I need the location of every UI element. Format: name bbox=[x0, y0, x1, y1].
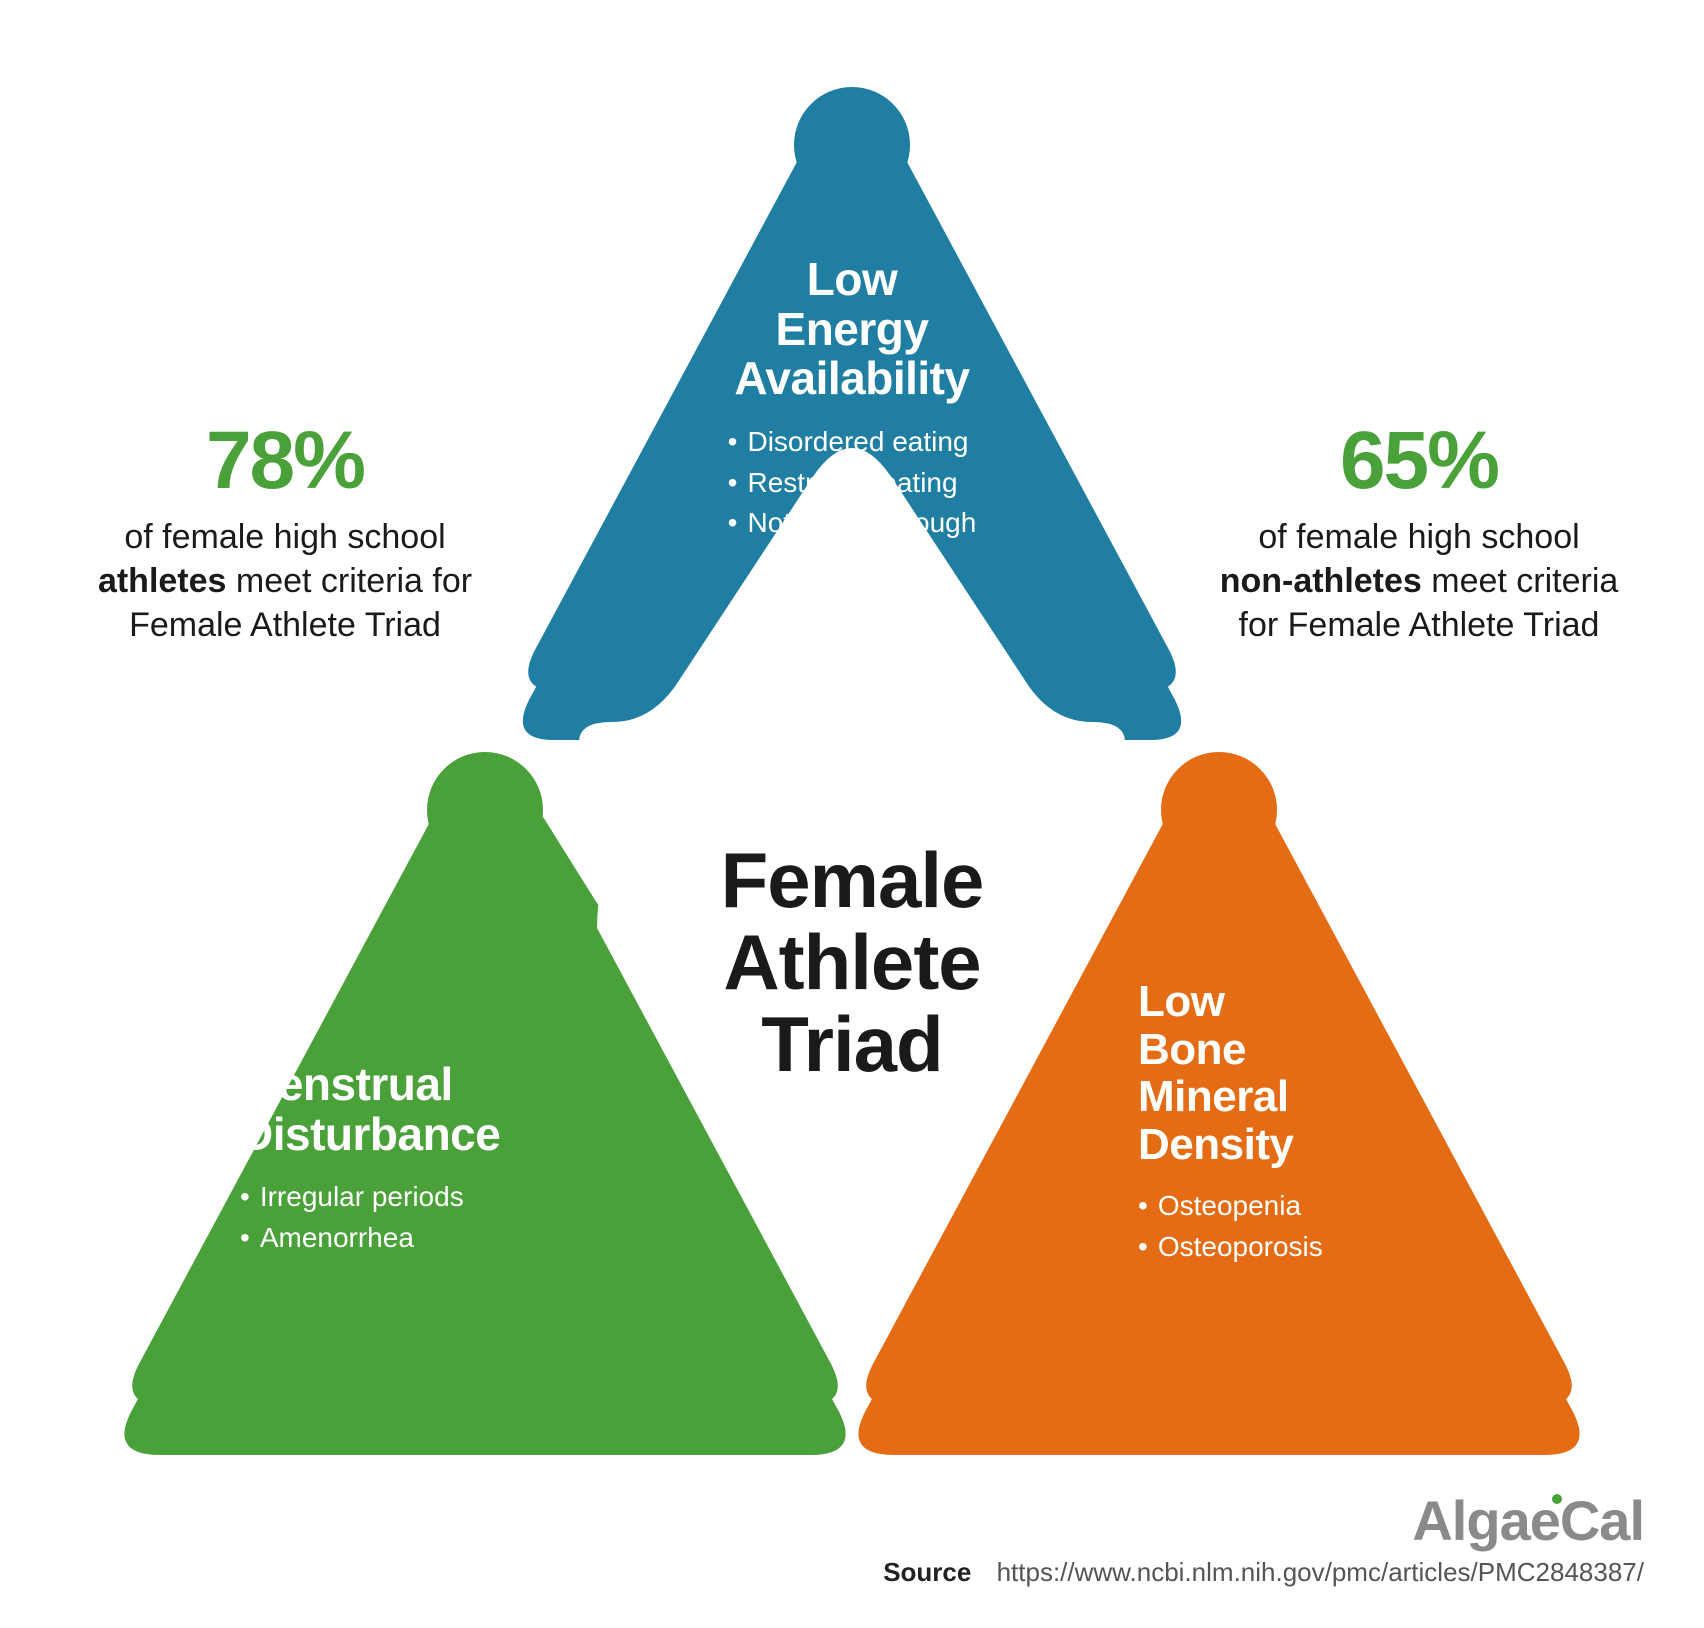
tri-left-b1: Amenorrhea bbox=[240, 1218, 660, 1259]
tri-left-tl1: Disturbance bbox=[240, 1110, 660, 1160]
stat-left-pct: 78% bbox=[70, 408, 500, 515]
tri-left-tl0: Menstrual bbox=[240, 1060, 660, 1110]
tri-right-content: Low Bone Mineral Density Osteopenia Oste… bbox=[1138, 978, 1518, 1267]
tri-right-bullets: Osteopenia Osteoporosis bbox=[1138, 1186, 1518, 1267]
tri-top-title: Low Energy Availability bbox=[642, 255, 1062, 404]
tri-right-tl1: Bone bbox=[1138, 1026, 1518, 1074]
stat-left-bold: athletes bbox=[98, 562, 227, 600]
tri-right-tl0: Low bbox=[1138, 978, 1518, 1026]
stat-left: 78% of female high school athletes meet … bbox=[70, 408, 500, 647]
stat-right-bold: non-athletes bbox=[1220, 562, 1422, 600]
tri-right-b0: Osteopenia bbox=[1138, 1186, 1518, 1227]
tri-top-tl2: Availability bbox=[642, 354, 1062, 404]
source-line: Source https://www.ncbi.nlm.nih.gov/pmc/… bbox=[883, 1557, 1644, 1588]
tri-top-bullets: Disordered eating Restricted eating Not … bbox=[728, 422, 977, 544]
tri-top-tl1: Energy bbox=[642, 305, 1062, 355]
tri-top-b0: Disordered eating bbox=[728, 422, 977, 463]
source-label: Source bbox=[883, 1557, 971, 1587]
center-line3: Triad bbox=[721, 1004, 984, 1086]
tri-top-b1: Restricted eating bbox=[728, 463, 977, 504]
source-url: https://www.ncbi.nlm.nih.gov/pmc/article… bbox=[997, 1557, 1644, 1587]
brand-text: AlgaeCal bbox=[1412, 1489, 1644, 1552]
footer: AlgaeCal Source https://www.ncbi.nlm.nih… bbox=[883, 1488, 1644, 1588]
tri-right-tl3: Density bbox=[1138, 1121, 1518, 1169]
tri-left-b0: Irregular periods bbox=[240, 1177, 660, 1218]
stat-left-t1: of female high school bbox=[124, 518, 445, 556]
tri-left-content: Menstrual Disturbance Irregular periods … bbox=[240, 1060, 660, 1259]
stat-right-text: of female high school non-athletes meet … bbox=[1204, 515, 1634, 648]
tri-right-b1: Osteoporosis bbox=[1138, 1227, 1518, 1268]
center-title: Female Athlete Triad bbox=[721, 840, 984, 1086]
stat-right-pct: 65% bbox=[1204, 408, 1634, 515]
tri-left-bullets: Irregular periods Amenorrhea bbox=[240, 1177, 660, 1258]
stat-right: 65% of female high school non-athletes m… bbox=[1204, 408, 1634, 647]
tri-right-tl2: Mineral bbox=[1138, 1073, 1518, 1121]
stat-right-t1: of female high school bbox=[1258, 518, 1579, 556]
infographic-canvas: Female Athlete Triad 78% of female high … bbox=[0, 0, 1704, 1628]
center-line2: Athlete bbox=[721, 922, 984, 1004]
brand-logo: AlgaeCal bbox=[1412, 1488, 1644, 1553]
tri-top-b2: Not eating enough bbox=[728, 503, 977, 544]
center-line1: Female bbox=[721, 840, 984, 922]
stat-left-text: of female high school athletes meet crit… bbox=[70, 515, 500, 648]
tri-top-tl0: Low bbox=[642, 255, 1062, 305]
tri-top-content: Low Energy Availability Disordered eatin… bbox=[642, 255, 1062, 544]
tri-left-title: Menstrual Disturbance bbox=[240, 1060, 660, 1159]
triad-shapes bbox=[0, 0, 1704, 1628]
tri-right-title: Low Bone Mineral Density bbox=[1138, 978, 1518, 1168]
